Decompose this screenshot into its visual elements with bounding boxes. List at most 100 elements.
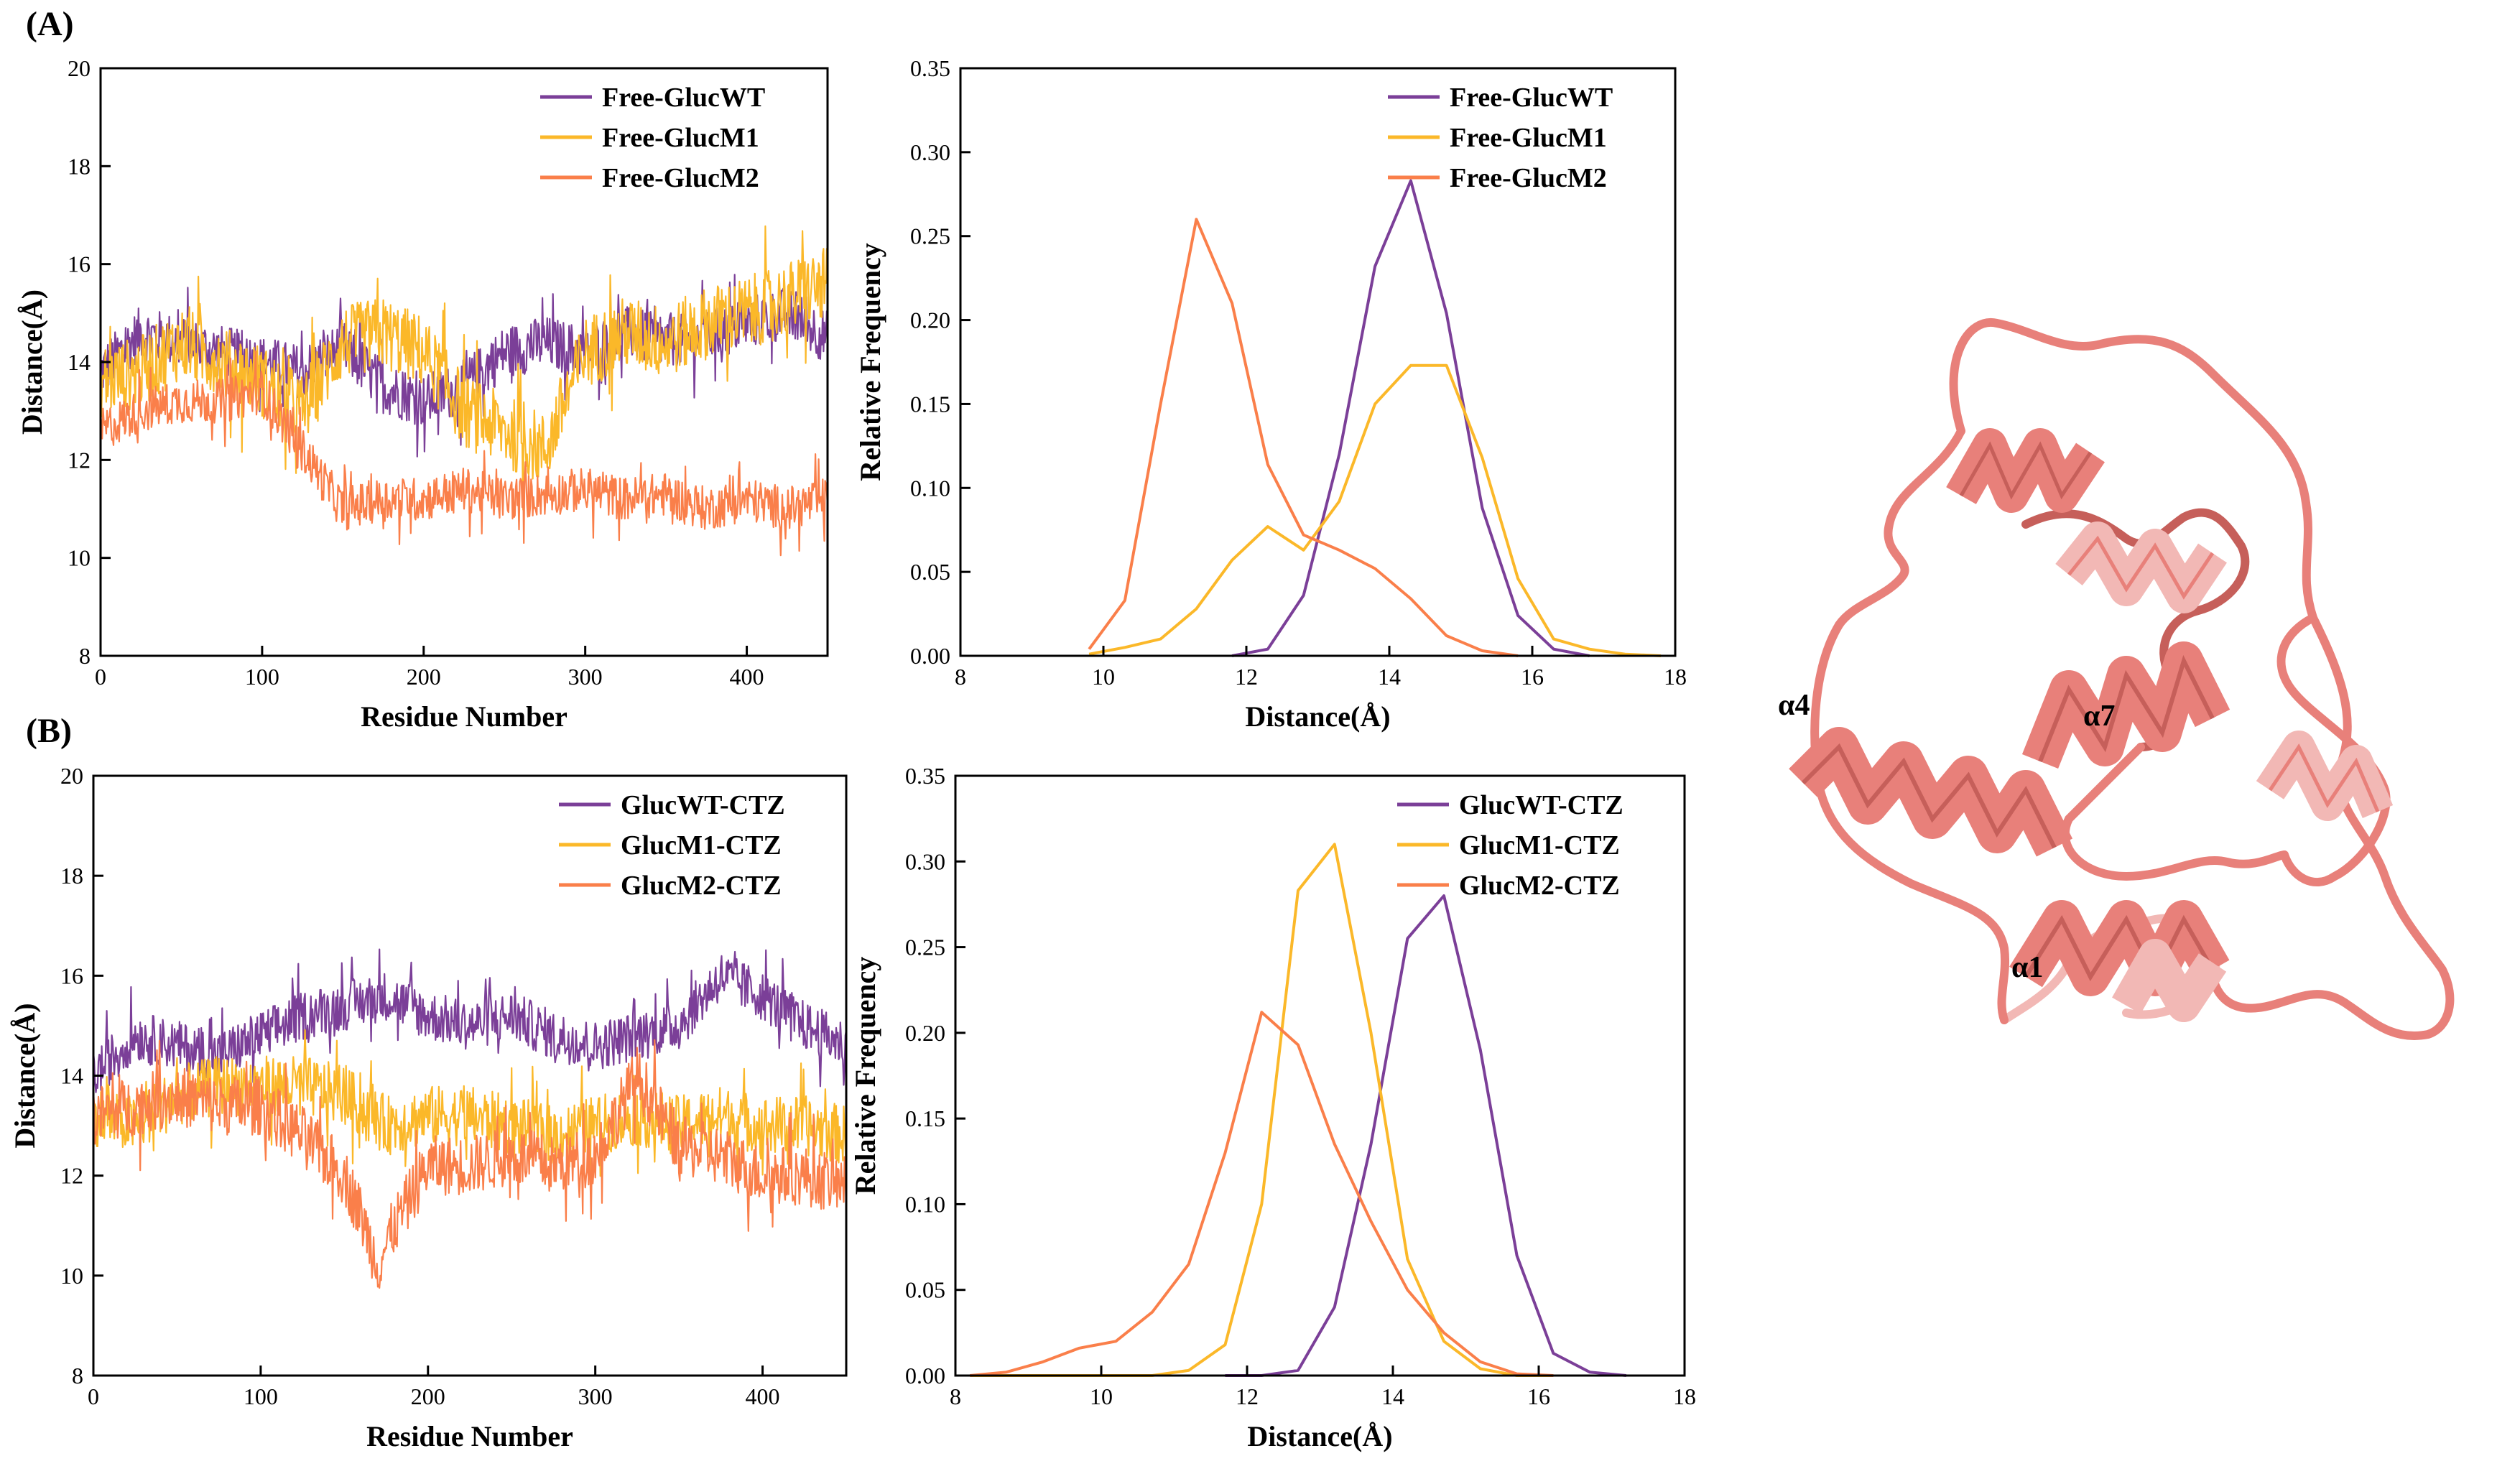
y-tick-label: 18 xyxy=(68,153,91,179)
x-tick-label: 8 xyxy=(950,1383,961,1409)
y-axis-label: Distance(Å) xyxy=(16,289,48,435)
helix-a1 xyxy=(2009,900,2230,996)
helix-bottom-right xyxy=(2112,939,2227,1022)
protein-structure: α4 α7 α1 xyxy=(1778,317,2455,1040)
y-tick-label: 0.10 xyxy=(905,1191,945,1217)
y-tick-label: 0.30 xyxy=(910,139,950,165)
series-line-3 xyxy=(99,350,829,557)
x-axis-label: Residue Number xyxy=(366,1420,573,1452)
helix-a4 xyxy=(1789,727,2073,857)
x-tick-label: 0 xyxy=(95,664,106,690)
helix-mid-top xyxy=(2055,521,2227,613)
helix-right xyxy=(2256,731,2394,821)
panel-label-b: (B) xyxy=(26,712,72,750)
x-tick-label: 200 xyxy=(411,1383,445,1409)
x-axis-label: Distance(Å) xyxy=(1247,1420,1392,1452)
x-axis-label: Distance(Å) xyxy=(1245,700,1390,733)
y-tick-label: 8 xyxy=(79,643,91,669)
helix-top xyxy=(1946,428,2105,513)
x-tick-label: 8 xyxy=(955,664,966,690)
y-tick-label: 0.35 xyxy=(910,55,950,81)
series-line-1 xyxy=(92,948,848,1093)
x-tick-label: 100 xyxy=(245,664,279,690)
x-tick-label: 200 xyxy=(407,664,441,690)
y-tick-label: 0.30 xyxy=(905,848,945,874)
helix-a7 xyxy=(2021,641,2231,769)
y-tick-label: 10 xyxy=(68,545,91,571)
x-tick-label: 10 xyxy=(1090,1383,1113,1409)
label-a4: α4 xyxy=(1778,689,1810,722)
y-tick-label: 0.20 xyxy=(905,1020,945,1046)
y-tick-label: 8 xyxy=(72,1363,83,1388)
x-tick-label: 12 xyxy=(1236,1383,1259,1409)
chart-A-dist: 8 10 12 14 16 18 0.00 0.05 0.10 0.15 0.20 0.25 0.30 0… xyxy=(854,55,1687,733)
label-a1: α1 xyxy=(2011,951,2043,984)
y-tick-label: 16 xyxy=(68,251,91,277)
x-tick-label: 12 xyxy=(1235,664,1258,690)
plot-frame xyxy=(959,67,1677,657)
plot-frame xyxy=(954,774,1686,1377)
series-line-2 xyxy=(1088,363,1662,657)
y-axis-label: Distance(Å) xyxy=(9,1003,41,1148)
loop-top xyxy=(1835,427,1965,629)
x-tick-label: 400 xyxy=(746,1383,780,1409)
x-tick-label: 300 xyxy=(578,1383,613,1409)
series-line-2 xyxy=(99,225,829,511)
y-tick-label: 20 xyxy=(68,55,91,81)
y-tick-label: 12 xyxy=(60,1163,83,1189)
y-tick-label: 16 xyxy=(60,963,83,988)
y-tick-label: 20 xyxy=(60,763,83,789)
legend-label: GlucWT-CTZ xyxy=(1459,790,1623,820)
x-tick-label: 0 xyxy=(88,1383,99,1409)
x-tick-label: 100 xyxy=(244,1383,278,1409)
y-axis-label: Relative Frequency xyxy=(849,957,881,1195)
chart-A-trace: 0 100 200 300 400 8 10 12 14 16 18 20 Residue Number… xyxy=(16,55,829,733)
legend-label: GlucWT-CTZ xyxy=(621,790,785,820)
y-tick-label: 10 xyxy=(60,1263,83,1289)
x-tick-label: 16 xyxy=(1527,1383,1550,1409)
y-tick-label: 0.25 xyxy=(910,223,950,249)
legend-label: Free-GlucWT xyxy=(1450,83,1613,113)
x-tick-label: 18 xyxy=(1664,664,1687,690)
legend-label: Free-GlucWT xyxy=(602,83,765,113)
x-tick-label: 300 xyxy=(568,664,603,690)
y-tick-label: 0.15 xyxy=(910,391,950,417)
y-axis-label: Relative Frequency xyxy=(854,243,886,481)
series-line-1 xyxy=(1225,894,1626,1377)
y-tick-label: 0.05 xyxy=(905,1277,945,1303)
loop-outer xyxy=(1949,317,2455,1040)
y-tick-label: 0.20 xyxy=(910,307,950,333)
y-tick-label: 0.10 xyxy=(910,475,950,501)
chart-B-trace: 0 100 200 300 400 8 10 12 14 16 18 20 Residue Number… xyxy=(9,763,848,1452)
y-tick-label: 0.00 xyxy=(905,1363,945,1388)
legend-label: GlucM2-CTZ xyxy=(621,871,782,901)
y-tick-label: 18 xyxy=(60,863,83,889)
x-tick-label: 400 xyxy=(730,664,764,690)
y-tick-label: 0.00 xyxy=(910,643,950,669)
legend-label: Free-GlucM2 xyxy=(602,163,759,193)
series-line-2 xyxy=(970,843,1554,1377)
legend-label: GlucM1-CTZ xyxy=(621,830,782,861)
series-line-3 xyxy=(970,1011,1554,1377)
x-tick-label: 10 xyxy=(1092,664,1115,690)
legend-label: Free-GlucM2 xyxy=(1450,163,1607,193)
y-tick-label: 14 xyxy=(60,1063,83,1089)
y-tick-label: 0.35 xyxy=(905,763,945,789)
x-tick-label: 16 xyxy=(1521,664,1544,690)
series-line-3 xyxy=(92,1039,848,1289)
y-tick-label: 0.15 xyxy=(905,1105,945,1131)
legend-label: GlucM1-CTZ xyxy=(1459,830,1620,861)
panel-label-a: (A) xyxy=(26,5,74,43)
chart-B-dist: 8 10 12 14 16 18 0.00 0.05 0.10 0.15 0.20 0.25 0.30 0… xyxy=(849,763,1696,1452)
loop-left xyxy=(1810,621,2010,1024)
x-tick-label: 18 xyxy=(1673,1383,1696,1409)
x-tick-label: 14 xyxy=(1378,664,1401,690)
x-tick-label: 14 xyxy=(1381,1383,1404,1409)
legend-label: GlucM2-CTZ xyxy=(1459,871,1620,901)
loop-mid xyxy=(2060,743,2289,881)
legend-label: Free-GlucM1 xyxy=(1450,123,1607,153)
x-axis-label: Residue Number xyxy=(361,700,568,733)
label-a7: α7 xyxy=(2083,700,2115,733)
